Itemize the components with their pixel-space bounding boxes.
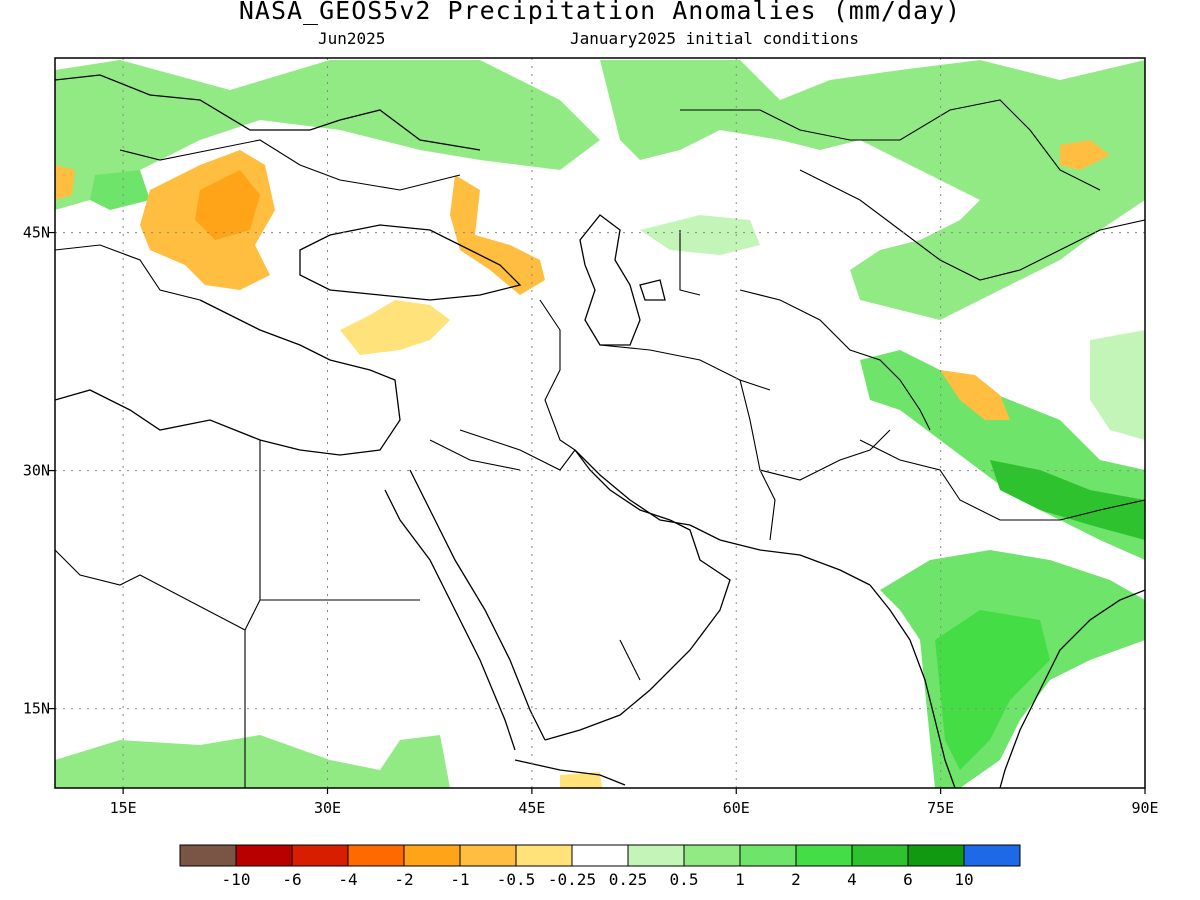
colorbar-swatch (627, 844, 685, 867)
lon-tick-label: 15E (110, 799, 137, 817)
lon-tick-label: 75E (927, 799, 954, 817)
borders (55, 99, 1145, 788)
forecast-month-label: Jun2025 (318, 29, 386, 48)
lat-tick-label: 30N (23, 462, 50, 480)
iran-coast (689, 524, 871, 586)
colorbar-swatch (683, 844, 741, 867)
colorbar-label: -10 (222, 870, 251, 889)
colorbar-label: 4 (847, 870, 857, 889)
colorbar-label: 10 (954, 870, 973, 889)
dry-anomaly-west (55, 165, 75, 200)
somalia-coast (514, 759, 626, 786)
lon-tick-label: 60E (723, 799, 750, 817)
colorbar-label: -4 (338, 870, 357, 889)
colorbar-label: 6 (903, 870, 913, 889)
lat-tick-label: 15N (23, 700, 50, 718)
north-coast (55, 74, 481, 151)
india-east-coast (999, 589, 1145, 788)
lat-axis: 45N 30N 15N (23, 224, 55, 718)
colorbar-swatch (403, 844, 461, 867)
dry-anomaly-himalaya-west (940, 370, 1010, 420)
colorbar-swatch (739, 844, 797, 867)
black-sea-coast (299, 224, 522, 301)
colorbar-label: 2 (791, 870, 801, 889)
colorbar-swatch (291, 844, 349, 867)
colorbar-label: 0.5 (670, 870, 699, 889)
colorbar-swatch (963, 844, 1021, 867)
lat-gridlines (55, 232, 1145, 710)
india-west-coast (869, 584, 956, 788)
lon-tick-label: 30E (314, 799, 341, 817)
colorbar-label: -1 (450, 870, 469, 889)
red-sea-coast (384, 489, 516, 751)
dry-anomaly-turkey (340, 300, 450, 355)
colorbar-swatch (347, 844, 405, 867)
lon-gridlines (122, 58, 942, 788)
lat-tick-label: 45N (23, 224, 50, 242)
dry-anomaly-balkans-core (195, 170, 260, 240)
colorbar-swatch (235, 844, 293, 867)
colorbar-label: -0.5 (497, 870, 536, 889)
wet-anomaly-india-core (935, 610, 1050, 770)
colorbar-swatch (851, 844, 909, 867)
colorbar-swatch (179, 844, 237, 867)
colorbar-swatch (459, 844, 517, 867)
wet-anomaly-north-europe (55, 60, 600, 210)
wet-anomaly-central-europe (90, 170, 150, 210)
colorbar-swatch (795, 844, 853, 867)
colorbar-label: 0.25 (609, 870, 648, 889)
aral-sea (639, 279, 666, 301)
initial-conditions-label: January2025 initial conditions (570, 29, 859, 48)
colorbar (179, 844, 1021, 867)
wet-anomaly-tibet (1090, 330, 1145, 440)
wet-anomaly-east-africa (55, 735, 450, 788)
map-title: NASA_GEOS5v2 Precipitation Anomalies (mm… (238, 0, 962, 25)
colorbar-label: -2 (394, 870, 413, 889)
lon-tick-label: 90E (1131, 799, 1158, 817)
wet-anomaly-himalaya-strong (990, 460, 1145, 540)
wet-anomaly-kazakh (640, 215, 760, 255)
coastlines (55, 74, 1145, 788)
anomaly-field (55, 60, 1145, 788)
caspian-sea-coast (579, 214, 641, 346)
lon-axis: 15E 30E 45E 60E 75E 90E (110, 788, 1159, 817)
arabian-peninsula-coast (544, 449, 731, 741)
dry-anomaly-caucasus (450, 175, 545, 295)
colorbar-swatch (907, 844, 965, 867)
red-sea-coast-east (409, 469, 546, 741)
wet-anomaly-north-asia (600, 60, 1145, 320)
dry-anomaly-mongolia (1060, 140, 1110, 170)
colorbar-labels: -10 -6 -4 -2 -1 -0.5 -0.25 0.25 0.5 1 2 4 6 10 (222, 870, 974, 889)
persian-gulf-coast (574, 449, 691, 526)
colorbar-swatch (515, 844, 573, 867)
colorbar-label: -0.25 (548, 870, 596, 889)
dry-anomaly-arabian-sea (560, 772, 602, 788)
map-frame (54, 57, 1146, 789)
lon-tick-label: 45E (518, 799, 545, 817)
colorbar-label: -6 (282, 870, 301, 889)
colorbar-label: 1 (735, 870, 745, 889)
colorbar-swatch (571, 844, 629, 867)
mediterranean-coast (55, 299, 401, 456)
